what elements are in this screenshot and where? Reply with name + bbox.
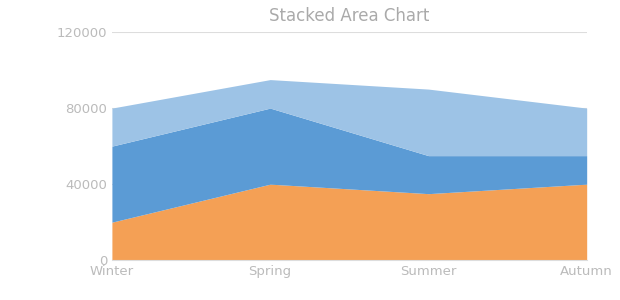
- Title: Stacked Area Chart: Stacked Area Chart: [269, 7, 430, 25]
